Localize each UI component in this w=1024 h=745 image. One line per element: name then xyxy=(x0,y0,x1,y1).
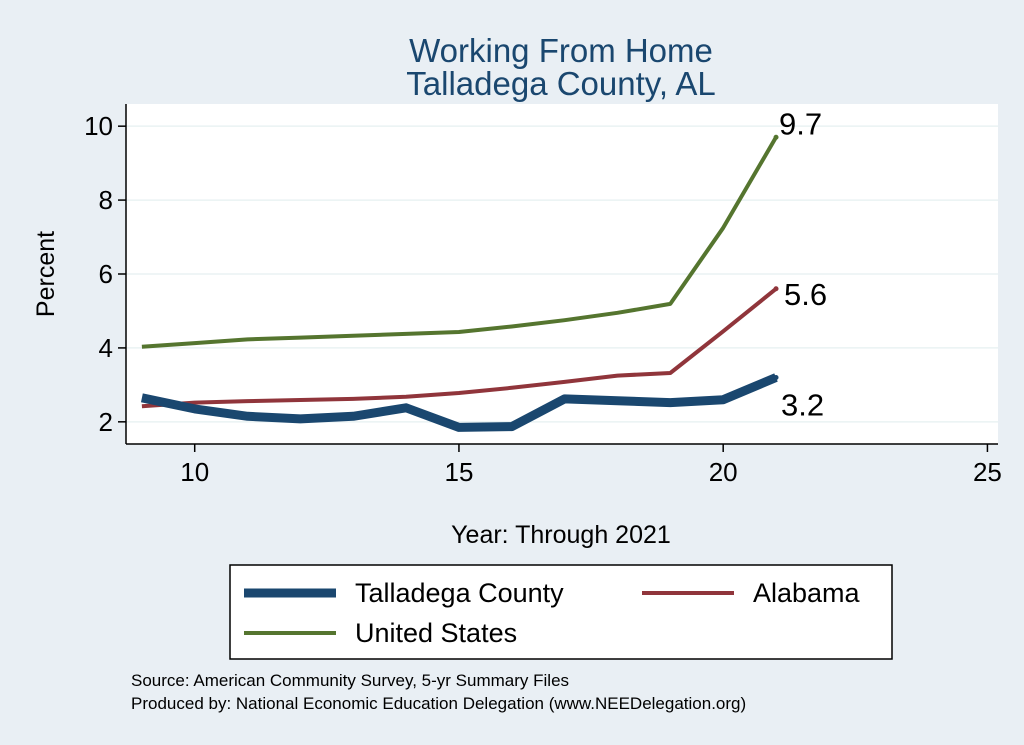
y-tick-label: 6 xyxy=(99,259,113,289)
chart-title: Working From Home xyxy=(409,32,713,69)
end-label-talladega: 3.2 xyxy=(781,387,824,422)
x-tick-label: 15 xyxy=(444,457,473,487)
end-label-us: 9.7 xyxy=(779,106,822,141)
legend-label-alabama: Alabama xyxy=(753,578,861,608)
x-axis-title: Year: Through 2021 xyxy=(451,521,671,549)
series-line-alabama xyxy=(141,287,778,409)
series-line-us xyxy=(141,136,778,349)
y-axis-title: Percent xyxy=(32,231,60,317)
produced-by-note: Produced by: National Economic Education… xyxy=(131,694,746,713)
end-label-alabama: 5.6 xyxy=(784,277,827,312)
series-line-talladega xyxy=(140,373,778,432)
legend-label-us: United States xyxy=(355,618,517,648)
series-endpoint-alabama xyxy=(773,286,779,292)
y-tick-label: 4 xyxy=(99,333,113,363)
chart-subtitle: Talladega County, AL xyxy=(406,65,715,102)
x-tick-label: 25 xyxy=(973,457,1002,487)
y-tick-label: 8 xyxy=(99,185,113,215)
series-endpoint-us xyxy=(773,134,779,140)
axes: 2 4 6 8 10 10 15 20 25 xyxy=(84,104,1002,487)
legend-label-talladega: Talladega County xyxy=(355,578,564,608)
x-tick-label: 20 xyxy=(709,457,738,487)
legend-box xyxy=(229,564,893,660)
end-labels: 3.2 5.6 9.7 xyxy=(779,106,827,422)
y-tick-label: 10 xyxy=(84,111,113,141)
y-tick-label: 2 xyxy=(99,407,113,437)
series-layer xyxy=(140,134,779,432)
legend: Talladega County Alabama United States xyxy=(229,564,893,660)
x-tick-label: 10 xyxy=(180,457,209,487)
source-note: Source: American Community Survey, 5-yr … xyxy=(131,671,569,690)
series-endpoint-talladega xyxy=(773,374,779,380)
